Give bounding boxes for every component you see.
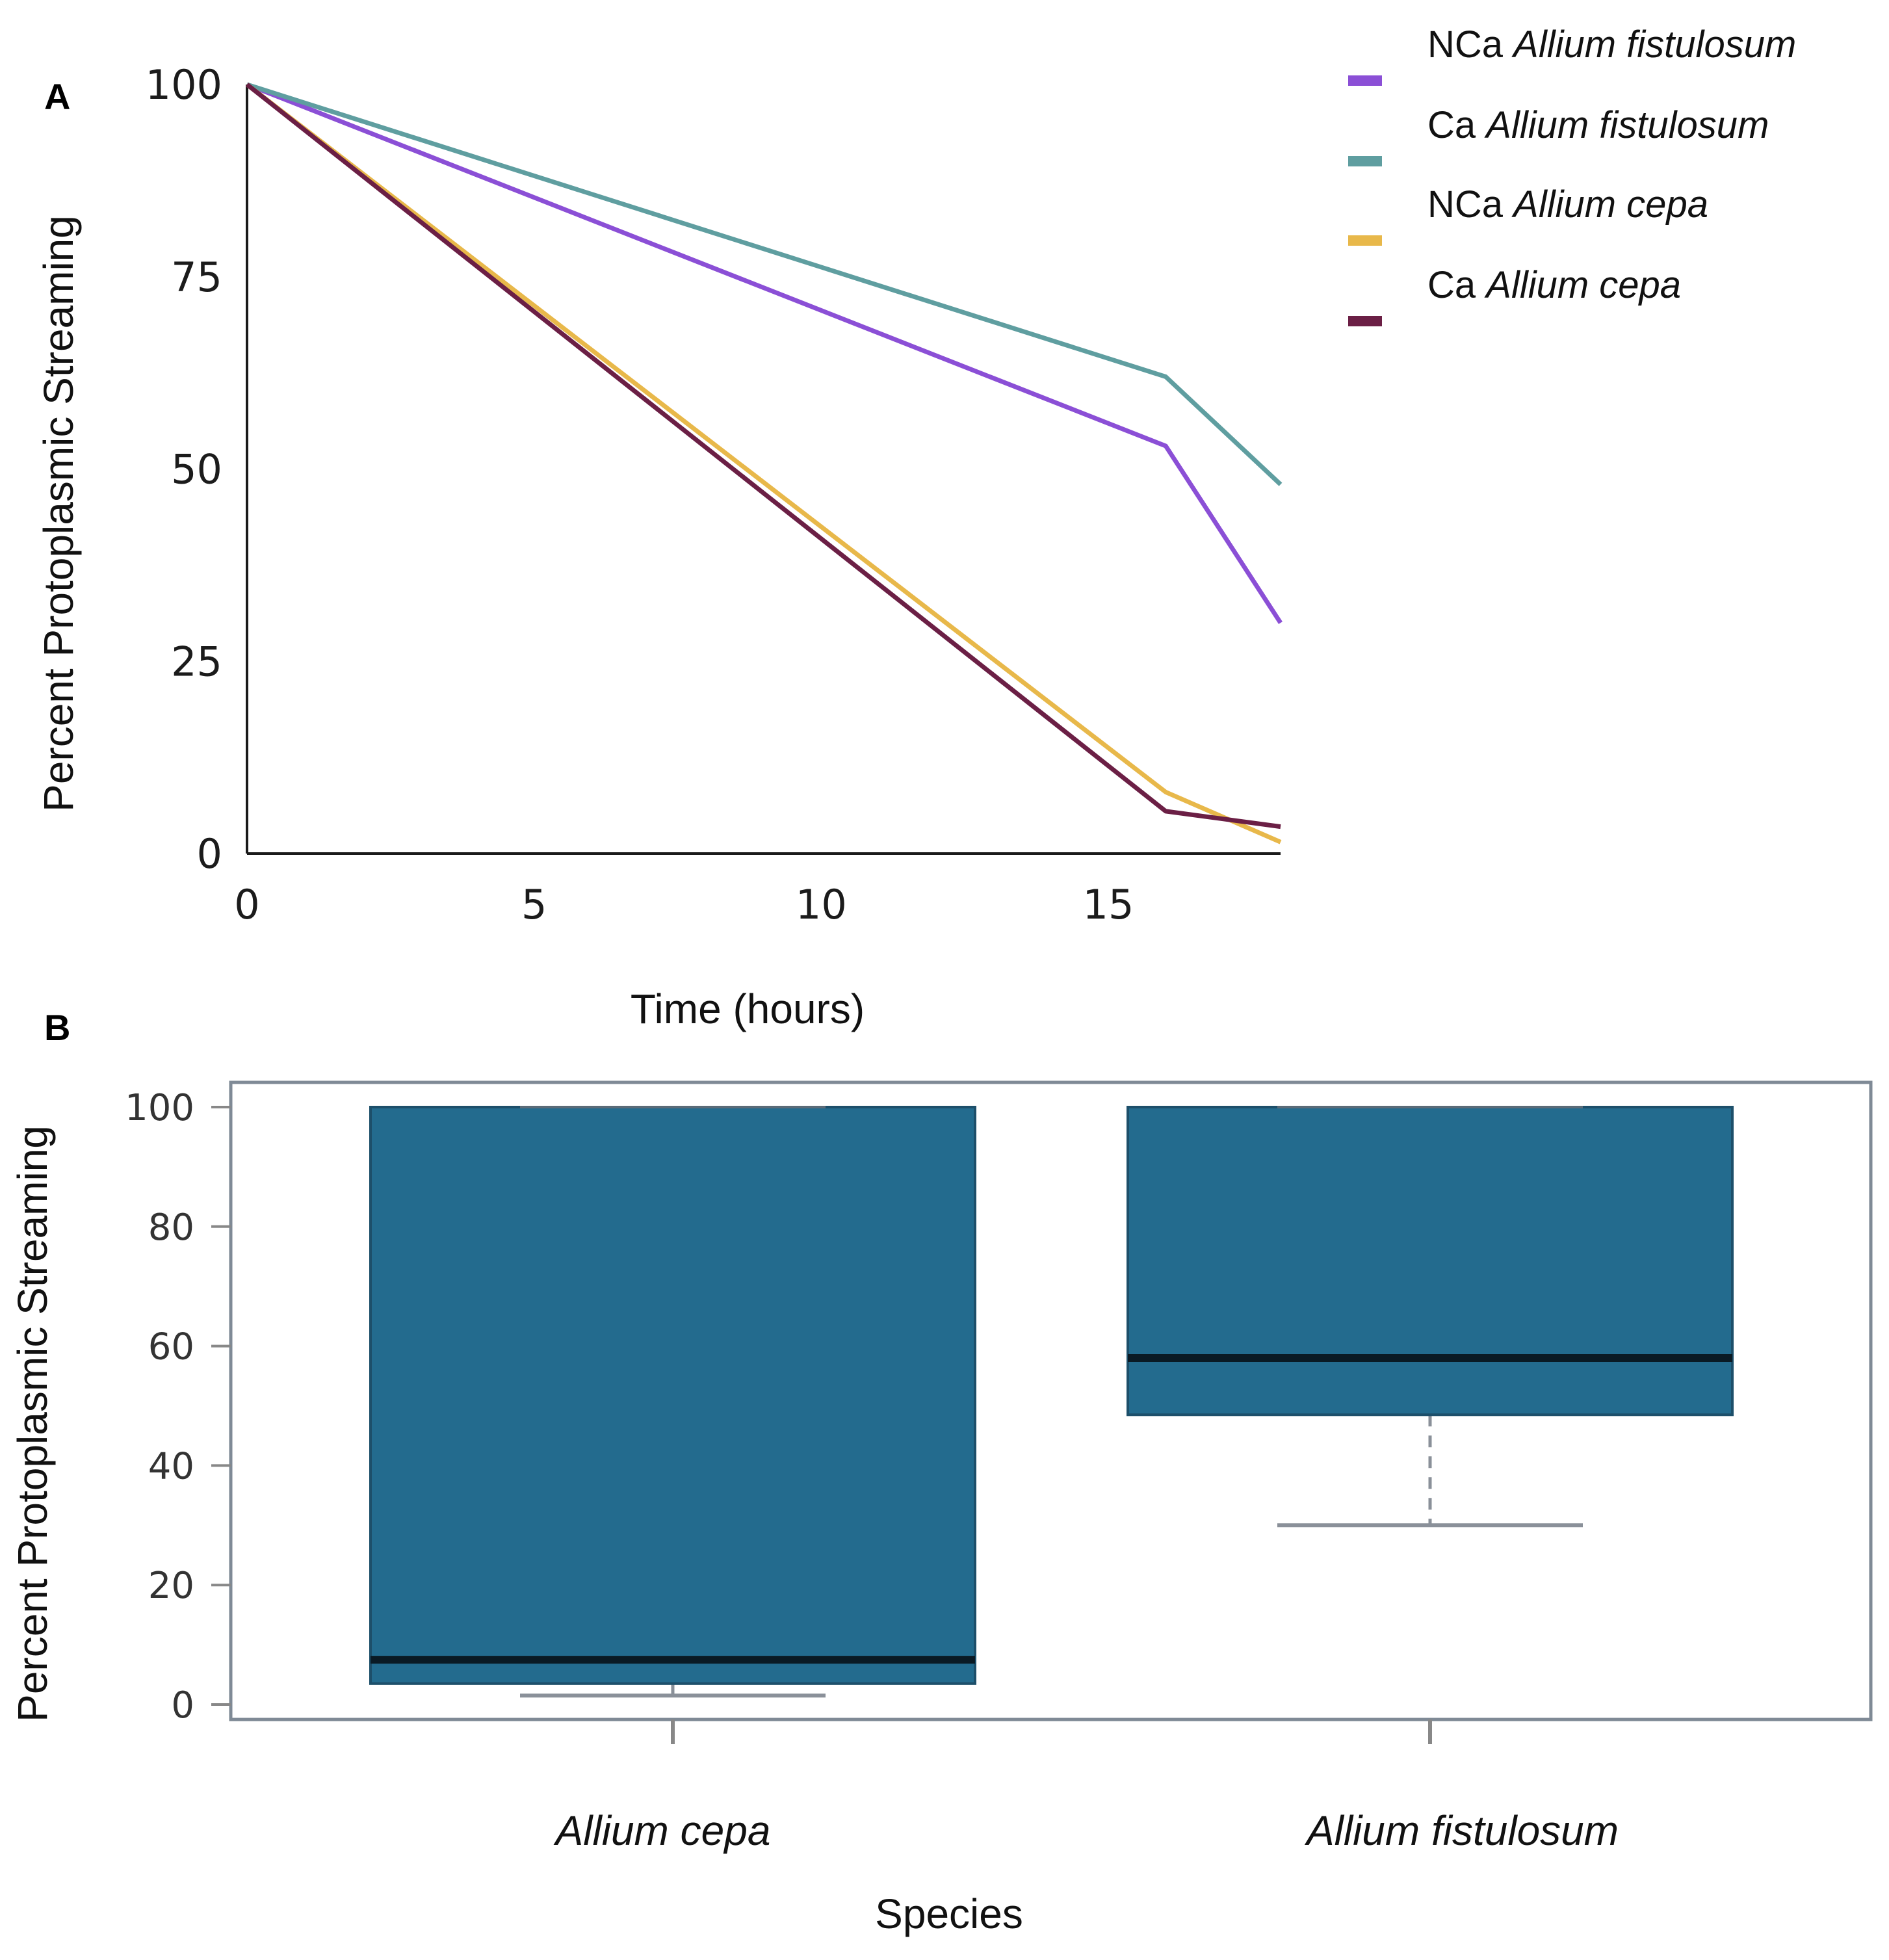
y-tick-label: 75: [171, 254, 222, 301]
legend-swatch: [1348, 156, 1382, 166]
panel-b-plot: 0 20 40 60 80 100 Allium cepa Allium fistulosum: [125, 1080, 1873, 1854]
series-line: [246, 82, 1283, 625]
series-line: [245, 83, 1282, 844]
y-tick-label: 0: [197, 830, 222, 878]
legend-entry: NCa Allium cepa: [1427, 183, 1708, 226]
legend-entry: NCa Allium fistulosum: [1427, 23, 1796, 66]
legend-swatch: [1348, 235, 1382, 246]
legend-prefix: NCa: [1427, 23, 1513, 66]
box: [1127, 1106, 1734, 1417]
y-tick-label: 50: [171, 446, 222, 493]
panel-a-xlabel: Time (hours): [631, 986, 865, 1032]
series-line: [245, 83, 1281, 830]
y-tick-label: 25: [171, 638, 222, 685]
legend-prefix: NCa: [1427, 183, 1513, 226]
y-tick-label: 100: [125, 1087, 194, 1129]
series-line: [246, 82, 1283, 486]
plot-frame: [229, 1080, 1873, 1721]
x-category-label: Allium fistulosum: [1304, 1807, 1619, 1854]
legend-species: Allium cepa: [1511, 183, 1708, 226]
legend-entry: Ca Allium cepa: [1427, 264, 1681, 306]
legend-prefix: Ca: [1427, 264, 1486, 306]
x-tick-label: 10: [796, 881, 847, 928]
y-tick-label: 40: [148, 1445, 194, 1487]
legend-prefix: Ca: [1427, 104, 1486, 146]
panel-a-plot: 0 25 50 75 100 0 5 10 15: [146, 61, 1283, 928]
legend-species: Allium fistulosum: [1484, 104, 1769, 146]
legend-swatch: [1348, 316, 1382, 326]
x-tick-label: 0: [234, 881, 259, 928]
panel-b-label: B: [44, 1007, 70, 1048]
x-tick-label: 15: [1083, 881, 1134, 928]
legend-species: Allium fistulosum: [1511, 23, 1796, 66]
y-tick-label: 100: [146, 61, 222, 109]
y-tick-label: 60: [148, 1326, 194, 1368]
panel-b-ylabel: Percent Protoplasmic Streaming: [9, 1125, 56, 1722]
box: [369, 1106, 976, 1685]
legend-species: Allium cepa: [1484, 264, 1681, 306]
panel-a-ylabel: Percent Protoplasmic Streaming: [35, 215, 82, 812]
panel-b-xlabel: Species: [875, 1890, 1023, 1937]
y-tick-label: 0: [171, 1684, 194, 1727]
y-tick-label: 80: [148, 1207, 194, 1249]
panel-a-label: A: [44, 76, 70, 117]
x-category-label: Allium cepa: [553, 1807, 771, 1854]
x-tick-label: 5: [521, 881, 547, 928]
y-tick-label: 20: [148, 1565, 194, 1607]
legend-entry: Ca Allium fistulosum: [1427, 104, 1769, 146]
legend-swatch: [1348, 75, 1382, 86]
